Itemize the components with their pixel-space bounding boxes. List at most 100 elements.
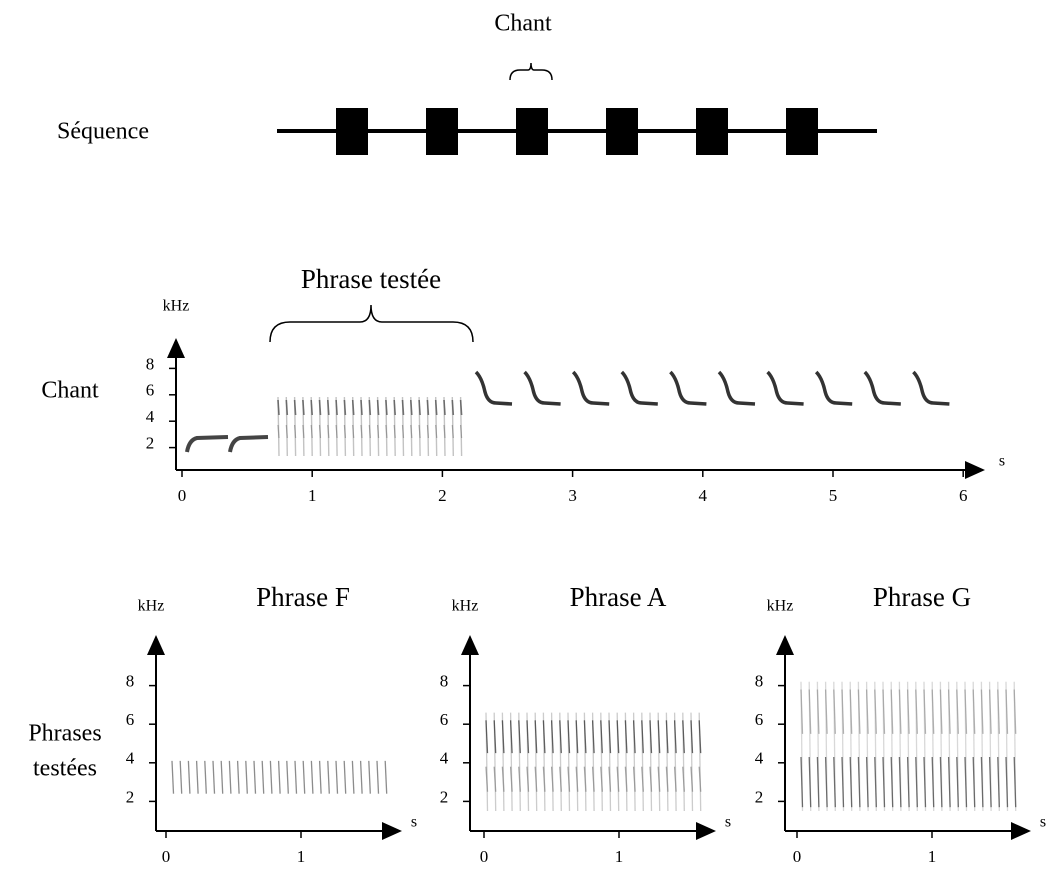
song-block <box>696 108 728 155</box>
noise <box>939 756 943 808</box>
noise <box>923 689 927 734</box>
noise <box>559 766 562 792</box>
noise <box>285 424 288 439</box>
noise <box>509 766 513 792</box>
noise <box>841 756 845 808</box>
noise <box>665 766 669 792</box>
noise <box>824 689 828 734</box>
noise <box>294 424 297 439</box>
y-tick-label: 2 <box>440 787 449 806</box>
y-tick-label: 6 <box>146 381 155 400</box>
noise <box>947 689 951 734</box>
arrow <box>965 461 985 479</box>
noise <box>368 424 371 439</box>
noise <box>212 760 216 794</box>
noise <box>898 756 902 808</box>
noise <box>245 760 248 794</box>
y-tick-label: 6 <box>440 710 449 729</box>
noise <box>485 720 489 754</box>
noise <box>874 756 877 808</box>
arrow <box>461 635 479 655</box>
noise <box>335 399 338 416</box>
chirp <box>669 370 707 406</box>
noise <box>608 766 612 792</box>
noise <box>841 689 845 734</box>
noise <box>980 756 984 808</box>
noise <box>906 756 910 808</box>
chirp <box>571 370 610 406</box>
noise <box>269 760 273 794</box>
noise <box>401 399 405 416</box>
song-block <box>426 108 458 155</box>
noise <box>377 424 380 439</box>
noise <box>915 689 918 734</box>
noise <box>485 766 489 792</box>
noise <box>980 689 984 734</box>
noise <box>632 766 636 792</box>
noise <box>857 689 861 734</box>
noise <box>418 399 421 416</box>
arrow <box>147 635 165 655</box>
noise <box>518 766 521 792</box>
noise <box>435 424 438 439</box>
noise <box>335 760 339 794</box>
noise <box>351 760 355 794</box>
y-unit: kHz <box>163 298 190 315</box>
arrow <box>167 338 185 358</box>
noise <box>179 760 183 794</box>
song-spectrogram: 2 4 6 8 0 1 2 3 4 5 6 <box>146 338 985 505</box>
noise <box>302 399 305 416</box>
x-unit: s <box>411 814 417 831</box>
noise <box>393 424 396 439</box>
noise <box>277 760 281 794</box>
x-unit: s <box>725 814 731 831</box>
unit-label: Chant <box>494 11 552 37</box>
noise <box>567 766 571 792</box>
phrases-label: Phrases <box>28 721 101 747</box>
noise <box>550 766 554 792</box>
phrases-label: testées <box>33 756 97 782</box>
noise <box>575 720 579 754</box>
chirp <box>620 370 658 406</box>
noise <box>673 720 677 754</box>
noise <box>318 399 322 416</box>
noise <box>816 756 820 808</box>
song-block <box>606 108 638 155</box>
noise <box>360 424 363 439</box>
noise <box>1013 689 1017 734</box>
noise <box>509 720 513 754</box>
noise <box>931 689 935 734</box>
phrase-panel: Phrase G kHz s 2 4 6 8 0 1 <box>755 582 1046 866</box>
noise <box>890 689 894 734</box>
noise <box>972 756 976 808</box>
noise <box>1013 756 1017 808</box>
x-tick-label: 0 <box>162 847 171 866</box>
noise <box>277 399 280 416</box>
noise <box>501 766 505 792</box>
y-tick-label: 4 <box>126 749 135 768</box>
noise <box>360 399 363 416</box>
noise <box>384 760 388 794</box>
highlight-label: Phrase testée <box>301 264 441 294</box>
noise <box>343 399 347 416</box>
y-tick-label: 2 <box>755 787 764 806</box>
noise <box>824 756 828 808</box>
noise <box>401 424 405 439</box>
x-tick-label: 1 <box>928 847 937 866</box>
tone <box>185 435 229 453</box>
y-unit: kHz <box>452 598 479 615</box>
noise <box>327 424 330 439</box>
phrase-panel: Phrase F kHz s 2 4 6 8 0 1 <box>126 582 417 866</box>
noise <box>493 720 497 754</box>
x-tick-label: 2 <box>438 486 447 505</box>
noise <box>800 756 804 808</box>
noise <box>310 424 313 439</box>
noise <box>534 766 538 792</box>
noise <box>343 424 346 439</box>
y-tick-label: 8 <box>146 354 155 373</box>
noise <box>410 424 413 439</box>
noise <box>624 766 628 792</box>
noise <box>698 766 702 792</box>
arrow <box>776 635 794 655</box>
noise <box>459 399 463 416</box>
